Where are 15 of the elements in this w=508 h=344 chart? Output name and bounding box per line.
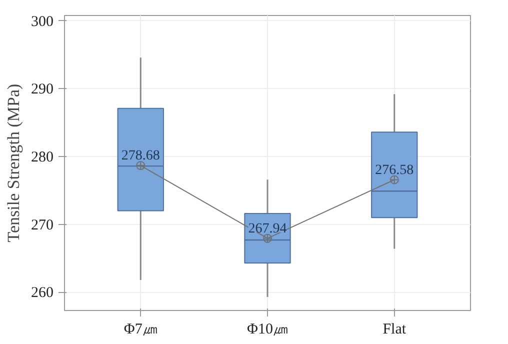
data-label: 276.58 <box>375 162 414 178</box>
y-tick-label: 300 <box>31 14 54 30</box>
data-label: 267.94 <box>248 221 287 236</box>
point <box>263 234 272 243</box>
y-tick-label: 290 <box>31 82 54 98</box>
x-tick-label: Φ7㎛ <box>124 322 158 338</box>
y-tick-label: 280 <box>31 150 54 166</box>
y-axis-title: Tensile Strength (MPa) <box>4 84 23 242</box>
y-tick-label: 270 <box>31 217 54 234</box>
x-tick-label: Flat <box>382 322 407 338</box>
x-tick-label: Φ10㎛ <box>247 322 288 338</box>
point <box>136 161 146 170</box>
y-tick-label: 260 <box>31 285 54 302</box>
point <box>390 175 399 184</box>
data-label: 278.68 <box>121 148 160 164</box>
